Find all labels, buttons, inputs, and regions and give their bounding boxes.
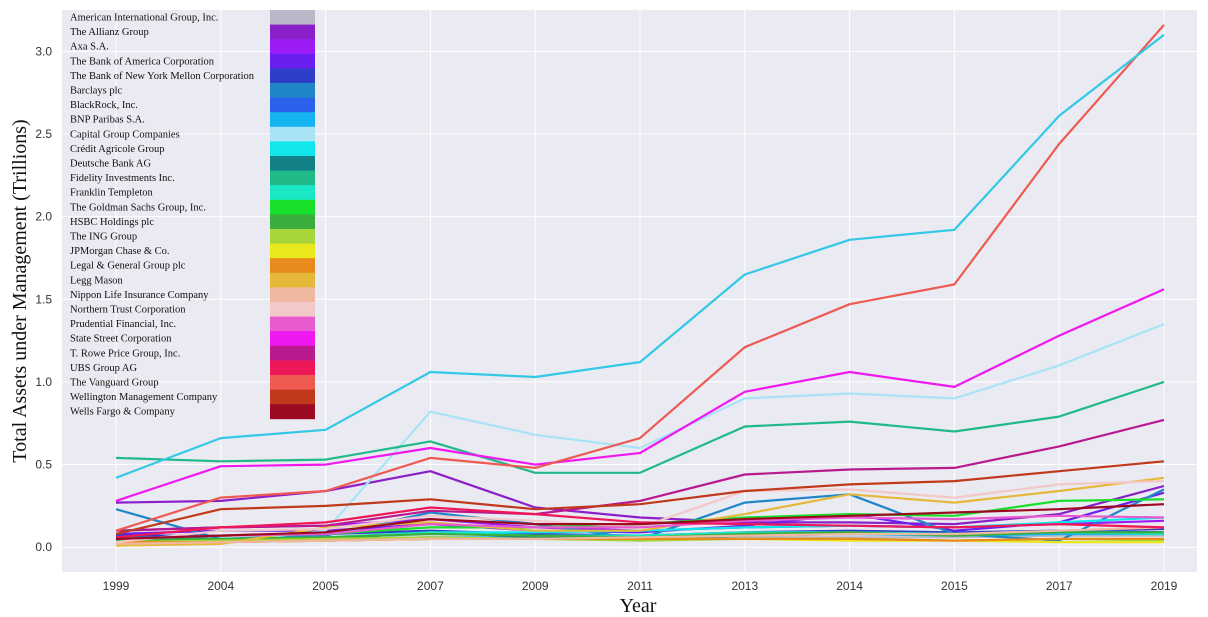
legend-label: UBS Group AG bbox=[70, 363, 138, 374]
series-line-19 bbox=[115, 526, 1165, 545]
legend-swatch bbox=[270, 214, 315, 230]
series-line-27 bbox=[115, 503, 1165, 540]
series-lines bbox=[115, 24, 1165, 547]
y-tick-label: 0.0 bbox=[35, 540, 52, 554]
legend-label: American International Group, Inc. bbox=[70, 13, 218, 24]
legend-label: Deutsche Bank AG bbox=[70, 159, 151, 170]
x-tick-label: 1999 bbox=[103, 579, 130, 593]
legend-swatch bbox=[270, 53, 315, 69]
legend-label: The Bank of New York Mellon Corporation bbox=[70, 71, 255, 82]
series-line-21 bbox=[115, 514, 1165, 540]
legend-label: HSBC Holdings plc bbox=[70, 217, 154, 228]
legend-label: Legal & General Group plc bbox=[70, 261, 186, 272]
y-tick-label: 3.0 bbox=[35, 44, 52, 58]
x-tick-label: 2014 bbox=[836, 579, 863, 593]
legend-label: Wellington Management Company bbox=[70, 392, 218, 403]
x-tick-label: 2011 bbox=[627, 579, 653, 593]
legend-swatch bbox=[270, 360, 315, 376]
x-tick-label: 2007 bbox=[417, 579, 444, 593]
y-tick-label: 0.5 bbox=[35, 458, 52, 472]
legend-label: Axa S.A. bbox=[70, 42, 109, 53]
legend-swatch bbox=[270, 331, 315, 347]
x-tick-label: 2017 bbox=[1046, 579, 1073, 593]
legend-swatch bbox=[270, 112, 315, 128]
legend-label: Nippon Life Insurance Company bbox=[70, 290, 209, 301]
legend-swatch bbox=[270, 170, 315, 186]
legend-label: The Bank of America Corporation bbox=[70, 56, 215, 67]
series-line-24 bbox=[115, 506, 1165, 539]
legend-swatch bbox=[270, 24, 315, 40]
legend-label: The Vanguard Group bbox=[70, 378, 158, 389]
legend-swatch bbox=[270, 68, 315, 84]
series-line-3 bbox=[115, 491, 1165, 536]
x-tick-labels: 1999 2004 2005 2007 2009 2011 2013 2014 2015 2017… bbox=[103, 579, 1178, 593]
legend-label: Legg Mason bbox=[70, 275, 124, 286]
legend-label: Prudential Financial, Inc. bbox=[70, 319, 176, 330]
legend-label: BlackRock, Inc. bbox=[70, 100, 138, 111]
legend-swatch bbox=[270, 287, 315, 303]
x-tick-label: 2009 bbox=[522, 579, 549, 593]
legend-label: The ING Group bbox=[70, 232, 137, 243]
legend-label: Franklin Templeton bbox=[70, 188, 154, 199]
legend-swatch bbox=[270, 141, 315, 157]
legend-swatch bbox=[270, 156, 315, 171]
legend-swatch bbox=[270, 316, 315, 332]
x-axis-title: Year bbox=[620, 595, 657, 617]
legend-label: Northern Trust Corporation bbox=[70, 305, 186, 316]
legend-swatch bbox=[270, 345, 315, 361]
y-tick-label: 1.5 bbox=[35, 292, 52, 306]
legend-label: JPMorgan Chase & Co. bbox=[70, 246, 170, 257]
legend-label: Capital Group Companies bbox=[70, 129, 180, 140]
legend-swatch bbox=[270, 375, 315, 390]
legend-label: The Allianz Group bbox=[70, 27, 149, 38]
legend-swatch bbox=[270, 126, 315, 142]
legend-label: T. Rowe Price Group, Inc. bbox=[70, 348, 180, 359]
legend: American International Group, Inc. The Al… bbox=[70, 10, 315, 420]
legend-swatch bbox=[270, 272, 315, 288]
legend-swatch bbox=[270, 302, 315, 317]
legend-label: Barclays plc bbox=[70, 86, 123, 97]
legend-swatch bbox=[270, 199, 315, 215]
series-line-11 bbox=[115, 380, 1165, 474]
legend-swatch bbox=[270, 243, 315, 259]
legend-swatch bbox=[270, 83, 315, 98]
x-tick-label: 2004 bbox=[207, 579, 234, 593]
legend-swatch bbox=[270, 185, 315, 201]
series-line-22 bbox=[115, 288, 1165, 502]
series-line-23 bbox=[115, 418, 1165, 532]
legend-label: BNP Paribas S.A. bbox=[70, 115, 145, 126]
plot-area bbox=[62, 10, 1197, 572]
x-tick-label: 2005 bbox=[312, 579, 339, 593]
legend-label: Crédit Agricole Group bbox=[70, 144, 164, 155]
x-tick-label: 2013 bbox=[731, 579, 758, 593]
series-line-26 bbox=[115, 460, 1165, 536]
y-axis-title: Total Assets under Management (Trillions… bbox=[9, 119, 31, 462]
y-tick-label: 2.5 bbox=[35, 127, 52, 141]
legend-label: Fidelity Investments Inc. bbox=[70, 173, 175, 184]
x-tick-label: 2019 bbox=[1151, 579, 1178, 593]
series-line-25 bbox=[115, 24, 1165, 532]
legend-label: State Street Corporation bbox=[70, 334, 172, 345]
legend-swatch bbox=[270, 10, 315, 25]
legend-swatch bbox=[270, 97, 315, 113]
legend-swatch bbox=[270, 258, 315, 274]
series-line-28 bbox=[115, 33, 1165, 479]
legend-swatch bbox=[270, 39, 315, 55]
y-tick-label: 1.0 bbox=[35, 375, 52, 389]
x-tick-label: 2015 bbox=[941, 579, 968, 593]
legend-swatch bbox=[270, 404, 315, 420]
legend-swatch bbox=[270, 229, 315, 244]
legend-label: Wells Fargo & Company bbox=[70, 407, 176, 418]
y-tick-label: 2.0 bbox=[35, 210, 52, 224]
y-tick-labels: 0.0 0.5 1.0 1.5 2.0 2.5 3.0 bbox=[35, 44, 52, 554]
legend-swatch bbox=[270, 389, 315, 405]
legend-label: The Goldman Sachs Group, Inc. bbox=[70, 202, 206, 213]
